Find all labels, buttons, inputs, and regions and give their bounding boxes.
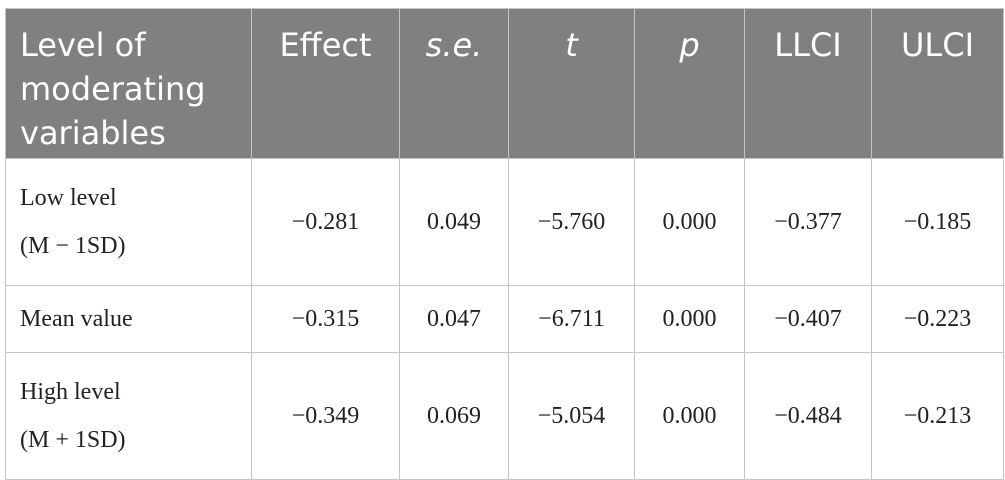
header-t-statistic: t — [508, 8, 635, 159]
cell-t: −6.711 — [508, 285, 635, 353]
header-effect: Effect — [251, 8, 400, 159]
header-p-value: p — [634, 8, 745, 159]
table-row-high-level: High level (M + 1SD) −0.349 0.069 −5.054… — [5, 352, 1004, 480]
table-row-low-level: Low level (M − 1SD) −0.281 0.049 −5.760 … — [5, 158, 1004, 286]
cell-t: −5.054 — [508, 352, 635, 480]
header-line: Level of — [20, 26, 146, 64]
cell-se: 0.047 — [399, 285, 509, 353]
row-label: Low level (M − 1SD) — [5, 158, 252, 286]
header-llci: LLCI — [744, 8, 872, 159]
cell-se: 0.069 — [399, 352, 509, 480]
cell-p: 0.000 — [634, 158, 745, 286]
table-row-mean-value: Mean value −0.315 0.047 −6.711 0.000 −0.… — [5, 285, 1004, 353]
moderation-results-table: Level of moderating variables Effect s.e… — [5, 8, 1004, 480]
cell-p: 0.000 — [634, 352, 745, 480]
header-level-of-moderating-variables: Level of moderating variables — [5, 8, 252, 159]
cell-p: 0.000 — [634, 285, 745, 353]
row-label-line: Low level — [20, 185, 117, 211]
row-label-line: (M + 1SD) — [20, 427, 126, 453]
header-line: variables — [20, 114, 166, 152]
cell-llci: −0.377 — [744, 158, 872, 286]
cell-t: −5.760 — [508, 158, 635, 286]
cell-se: 0.049 — [399, 158, 509, 286]
cell-llci: −0.484 — [744, 352, 872, 480]
row-label-line: (M − 1SD) — [20, 233, 126, 259]
row-label-line: High level — [20, 379, 121, 405]
row-label: Mean value — [5, 285, 252, 353]
cell-effect: −0.315 — [251, 285, 400, 353]
header-ulci: ULCI — [871, 8, 1004, 159]
cell-effect: −0.281 — [251, 158, 400, 286]
cell-effect: −0.349 — [251, 352, 400, 480]
cell-ulci: −0.223 — [871, 285, 1004, 353]
cell-llci: −0.407 — [744, 285, 872, 353]
header-row: Level of moderating variables Effect s.e… — [5, 8, 1004, 159]
cell-ulci: −0.213 — [871, 352, 1004, 480]
header-standard-error: s.e. — [399, 8, 509, 159]
row-label: High level (M + 1SD) — [5, 352, 252, 480]
cell-ulci: −0.185 — [871, 158, 1004, 286]
header-line: moderating — [20, 70, 206, 108]
row-label-line: Mean value — [20, 306, 133, 332]
